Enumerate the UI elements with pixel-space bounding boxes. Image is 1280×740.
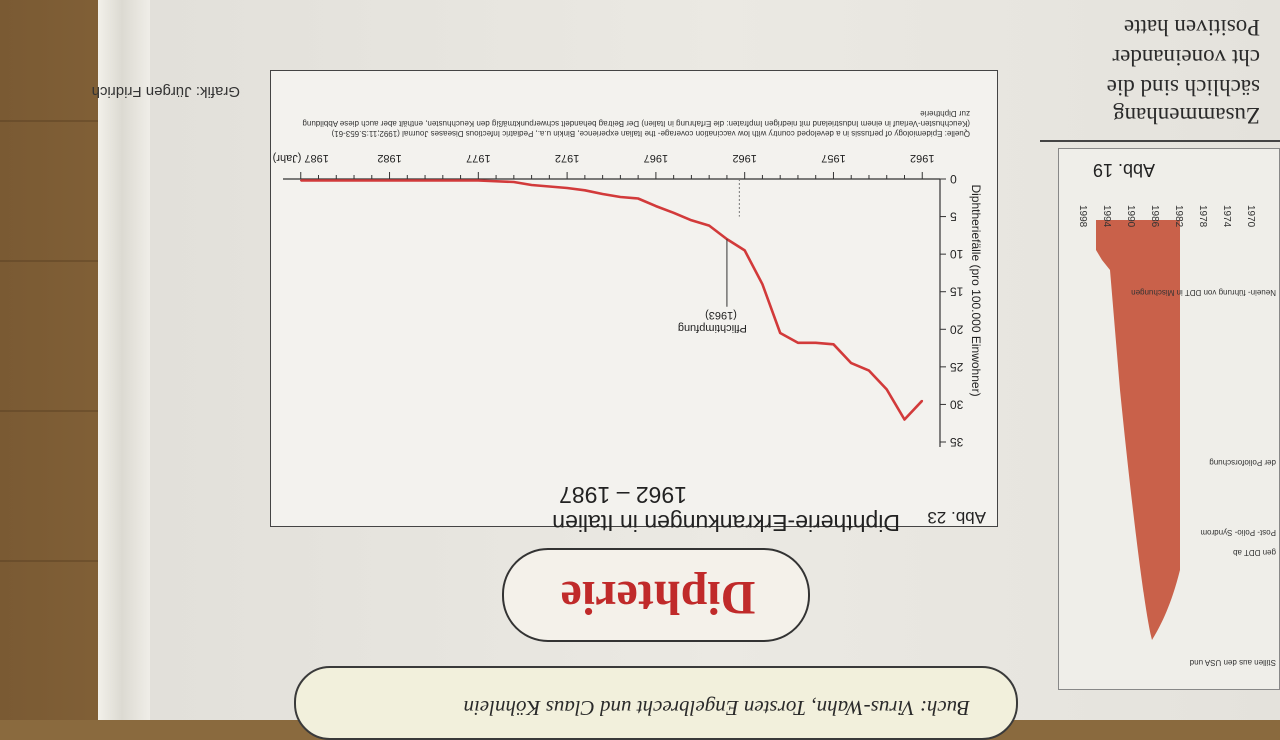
y-tick-label: 30 [950,397,964,411]
y-tick-label: 5 [950,210,957,224]
data-point [637,197,639,200]
chart-axes [283,178,941,447]
second-figure-year: 1982 [1173,205,1184,228]
chart-credit: Grafik: Jürgen Fridrich [91,83,240,100]
data-point [708,224,710,227]
data-point [814,342,817,344]
second-figure-note: Neuein- führung von DDT in Mischungen [1131,288,1276,297]
book-banner-text: Buch: Virus-Wahn, Torsten Engelbrecht un… [463,696,970,720]
chart-title: Diphtherie-Erkrankungen in Italien [552,510,900,536]
data-point [672,212,675,214]
data-point [299,179,302,182]
second-figure-chart: 1998 1994 1990 1986 1982 1978 1974 1970 Neuein-… [1077,205,1276,667]
column-line: Zusammenhang [1113,103,1260,128]
y-tick-label: 10 [950,247,964,261]
data-point [690,219,693,222]
annotation-label: (1963) [705,309,737,321]
second-figure-year: 1986 [1149,205,1160,228]
y-tick-label: 35 [950,435,964,449]
y-tick-label: 15 [950,285,964,299]
y-tick-label: 25 [950,360,964,374]
second-figure-note: Stillen aus den USA und [1190,658,1276,667]
printed-content: Buch: Virus-Wahn, Torsten Engelbrecht un… [91,15,1280,740]
second-figure-area [1096,220,1180,640]
data-point [477,179,480,182]
second-figure-year: 1974 [1221,205,1232,228]
data-point [584,189,586,192]
x-tick-label: 1972 [555,152,579,164]
data-point [619,196,622,198]
x-tick-label: 1962 [910,152,934,164]
chart-ticks: 0 5 10 15 20 25 30 35 Diphtheriefälle (pro 100.0… [273,152,983,449]
second-figure-year: 1970 [1245,205,1256,228]
y-axis-label: Diphtheriefälle (pro 100.000 Einwohner) [969,184,983,396]
y-tick-label: 0 [950,172,957,186]
data-point [655,205,657,207]
second-figure-note: gen DDT ab [1232,548,1276,557]
data-point [513,181,515,183]
second-figure-year: 1990 [1125,205,1136,228]
second-figure-label: Abb. 19 [1092,160,1155,180]
data-point [548,185,551,188]
x-tick-label: 1982 [377,152,401,164]
x-tick-label: 1987 (Jahr) [273,152,329,164]
second-figure-year: 1994 [1101,205,1112,228]
x-tick-label: 1967 [644,152,668,164]
diphtheria-chart: 0 5 10 15 20 25 30 35 Diphtheriefälle (pro 100.0… [273,152,983,449]
data-point [566,187,568,189]
data-point [601,193,604,195]
second-figure-year: 1978 [1197,205,1208,228]
column-line: Positiven hatte [1123,15,1260,40]
data-point [779,332,781,334]
data-point [424,179,426,182]
data-point [850,362,853,364]
second-figure-note: Post- Polio- Syndrom [1200,528,1276,537]
x-tick-label: 1977 [466,152,490,164]
column-line: sächlich sind die [1106,75,1260,100]
data-point [743,249,746,252]
data-point [370,179,373,182]
column-line: cht voneinander [1112,45,1260,70]
chart-subtitle: 1962 – 1987 [559,482,687,508]
x-tick-label: 1962 [732,152,756,164]
chart-marks: Pflichtimpfung(1963) [299,179,924,421]
figure-label: Abb. 23 [927,508,986,527]
second-figure-year: 1998 [1077,205,1088,228]
data-point [797,342,799,344]
data-point [868,369,870,372]
column-rule [1040,140,1280,142]
data-point [921,399,924,402]
data-point [761,283,764,285]
section-title: Diphterie [560,571,756,624]
chart-source: Quelle: Epidemiology of pertussis in a d… [302,109,970,138]
y-tick-label: 20 [950,322,964,336]
data-point [903,418,906,421]
data-point [832,343,835,346]
annotation-label: Pflichtimpfung [678,322,747,334]
x-tick-label: 1957 [821,152,845,164]
second-figure-note: der Polioforschung [1209,458,1276,467]
series-line [300,179,924,421]
data-point [530,184,533,186]
data-point [885,388,888,391]
page-stack-edge [98,0,158,720]
